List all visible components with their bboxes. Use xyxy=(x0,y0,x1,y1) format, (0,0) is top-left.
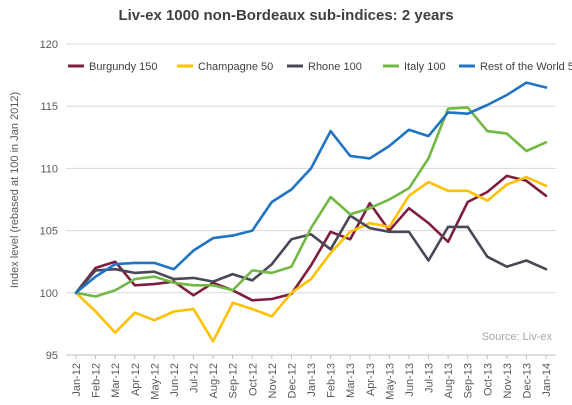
y-tick-label: 115 xyxy=(40,101,58,113)
legend-label-rhone-100: Rhone 100 xyxy=(308,61,362,73)
series-line-rest-of-the-world-50 xyxy=(74,81,548,295)
x-tick-label: Jun-13 xyxy=(404,363,416,397)
y-tick-label: 105 xyxy=(40,226,58,238)
x-tick-label: Aug-13 xyxy=(443,363,455,398)
x-tick-label: Jan-13 xyxy=(306,363,318,397)
x-tick-label: Nov-12 xyxy=(267,363,279,398)
series-line-champagne-50 xyxy=(74,175,548,343)
x-tick-label: Jul-13 xyxy=(424,363,436,393)
y-tick-label: 95 xyxy=(46,350,58,362)
x-tick-label: Sep-13 xyxy=(463,363,475,398)
series-lines xyxy=(74,81,548,343)
x-tick-label: Mar-12 xyxy=(110,363,122,398)
legend: Burgundy 150 Champagne 50 Rhone 100 Italy 1… xyxy=(68,61,572,73)
y-tick-label: 100 xyxy=(40,288,58,300)
x-tick-label: Jul-12 xyxy=(189,363,201,393)
source-note: Source: Liv-ex xyxy=(482,331,553,343)
y-axis-title: Index level (rebased at 100 in Jan 2012) xyxy=(9,92,21,288)
x-tick-label: Sep-12 xyxy=(228,363,240,398)
x-tick-label: Apr-12 xyxy=(130,363,142,396)
x-tick-label: Nov-13 xyxy=(502,363,514,398)
x-tick-label: May-12 xyxy=(149,363,161,400)
x-tick-label: Jun-12 xyxy=(169,363,181,397)
legend-label-rest-of-the-world-50: Rest of the World 50 xyxy=(480,61,572,73)
x-tick-label: Mar-13 xyxy=(345,363,357,398)
x-tick-label: May-13 xyxy=(384,363,396,400)
chart-title: Liv-ex 1000 non-Bordeaux sub-indices: 2 … xyxy=(118,7,454,24)
legend-label-burgundy-150: Burgundy 150 xyxy=(89,61,158,73)
x-tick-label: Jan-12 xyxy=(71,363,83,397)
x-tick-label: Aug-12 xyxy=(208,363,220,398)
x-tick-label: Dec-12 xyxy=(286,363,298,398)
x-tick-label: Feb-12 xyxy=(91,363,103,398)
y-tick-label: 120 xyxy=(40,39,58,51)
y-tick-label: 110 xyxy=(40,163,58,175)
series-line-burgundy-150 xyxy=(74,174,548,302)
x-tick-label: Oct-12 xyxy=(247,363,259,396)
x-tick-label: Jan-14 xyxy=(541,363,553,397)
x-axis: Jan-12 Feb-12 Mar-12 Apr-12 May-12 Jun-12 Jul-… xyxy=(66,354,556,400)
legend-label-champagne-50: Champagne 50 xyxy=(198,61,273,73)
x-tick-label: Feb-13 xyxy=(326,363,338,398)
x-tick-label: Oct-13 xyxy=(482,363,494,396)
legend-label-italy-100: Italy 100 xyxy=(404,61,446,73)
x-tick-label: Dec-13 xyxy=(521,363,533,398)
series-line-rhone-100 xyxy=(74,214,548,295)
series-line-italy-100 xyxy=(74,106,548,298)
y-axis-ticks: 95 100 105 110 115 120 xyxy=(40,39,58,362)
x-tick-label: Apr-13 xyxy=(365,363,377,396)
